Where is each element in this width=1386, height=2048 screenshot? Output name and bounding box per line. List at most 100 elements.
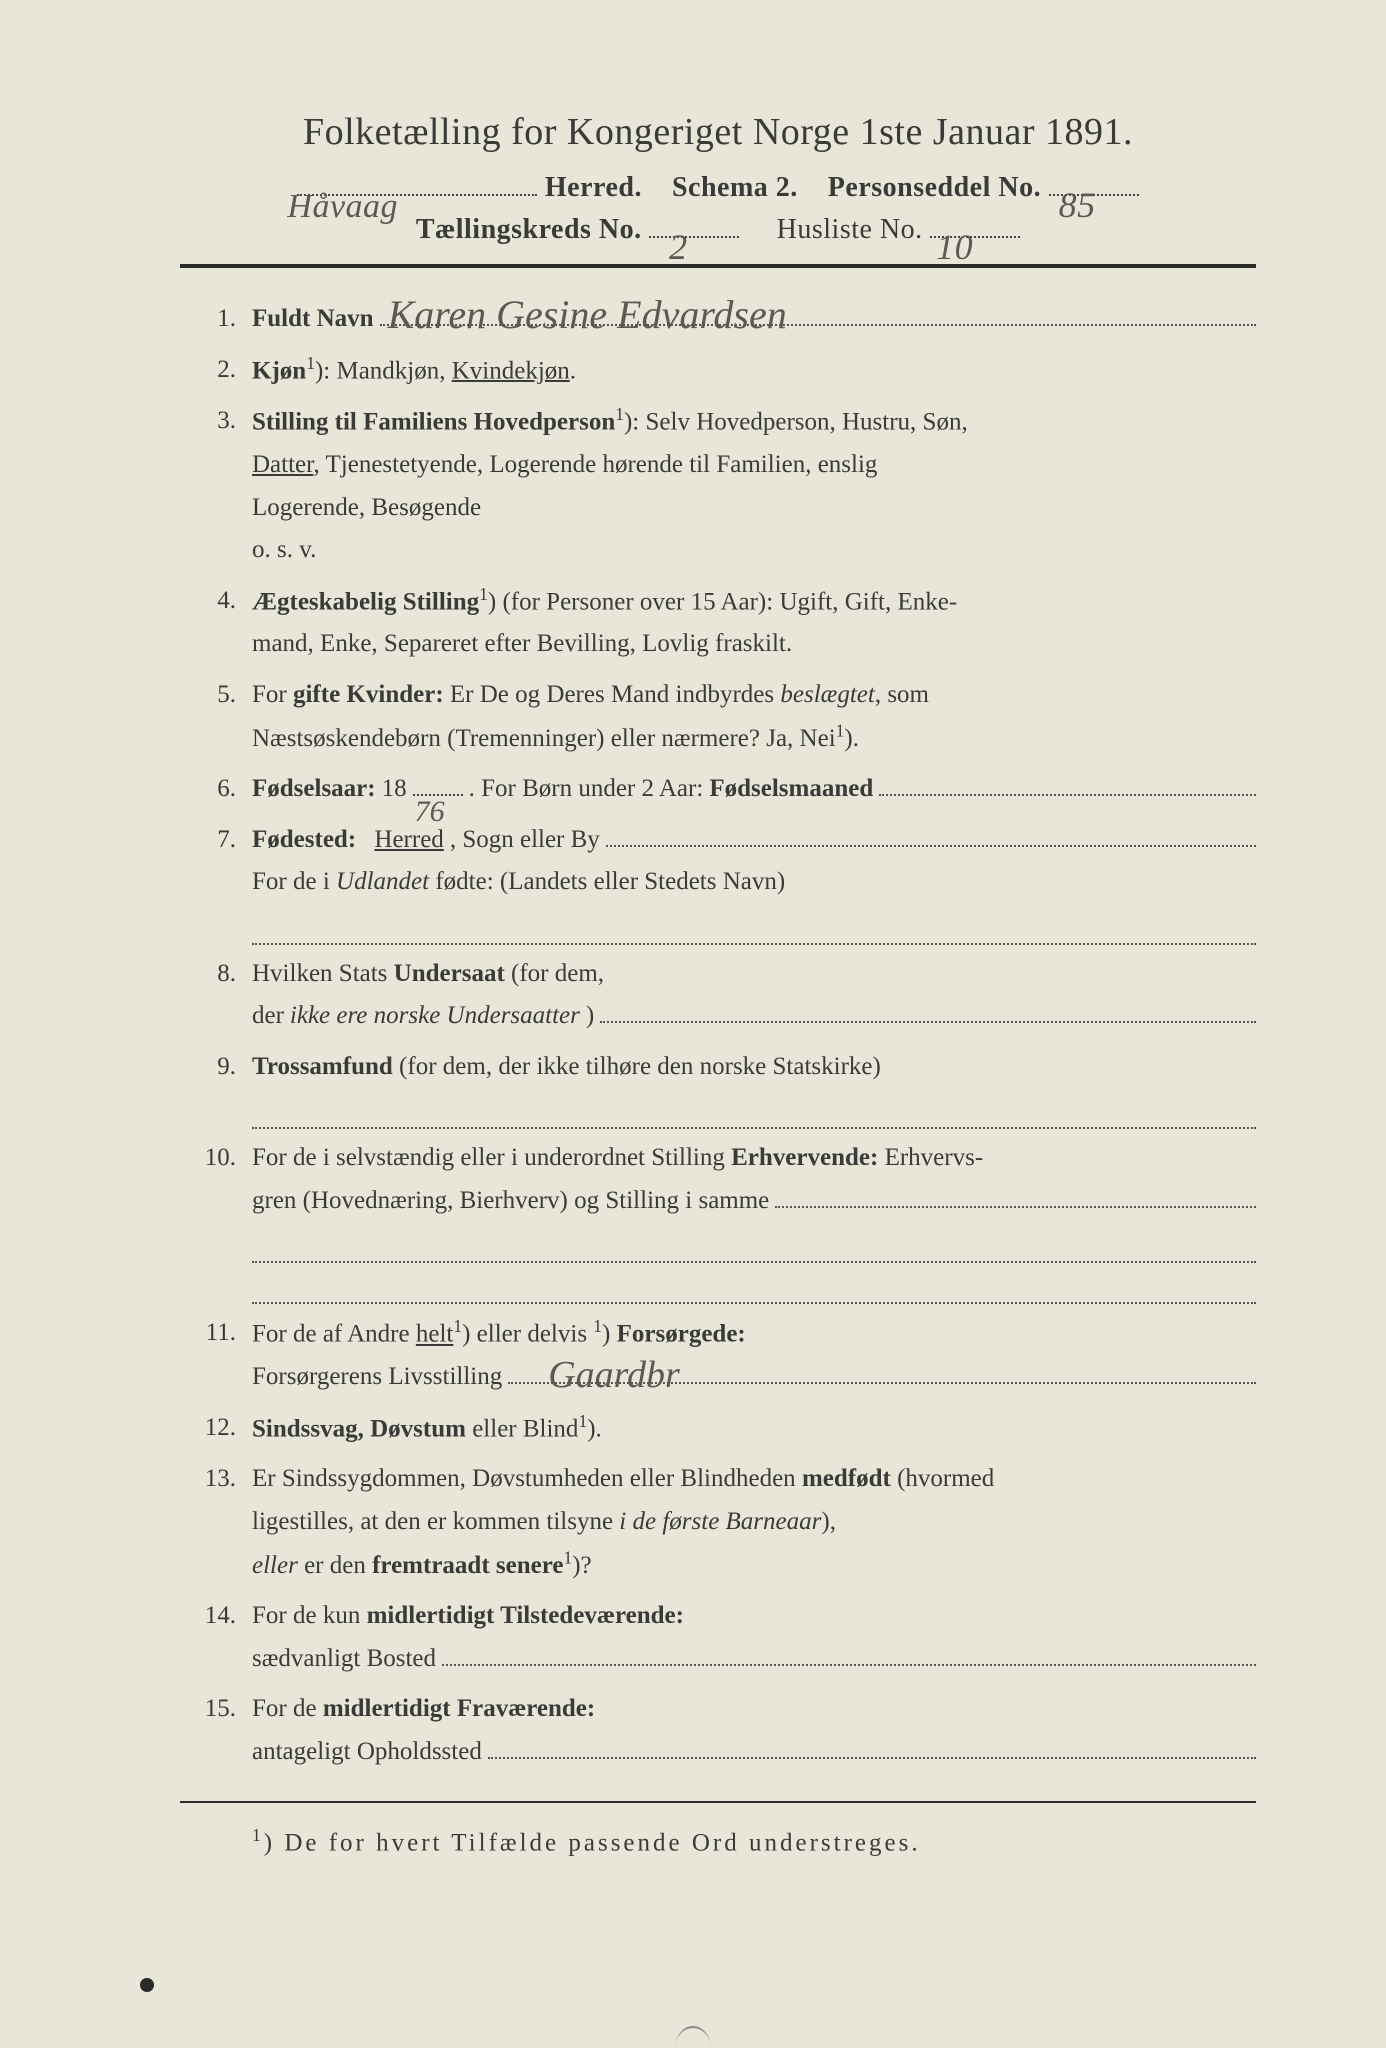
q15-label: midlertidigt Fraværende:	[323, 1695, 595, 1722]
q2-tail2: .	[570, 357, 576, 384]
footnote-text: ) De for hvert Tilfælde passende Ord und…	[264, 1830, 921, 1857]
q12-num: 12.	[180, 1407, 236, 1450]
schema-label: Schema 2.	[672, 172, 798, 203]
q5-label: gifte Kvinder:	[293, 681, 444, 708]
q12-label: Sindssvag, Døvstum	[252, 1415, 466, 1442]
q1-num: 1.	[180, 298, 236, 341]
q14: 14. For de kun midlertidigt Tilstedevære…	[180, 1595, 1256, 1680]
punch-mark-left	[140, 1978, 154, 1992]
q4-line1: ) (for Personer over 15 Aar): Ugift, Gif…	[488, 588, 957, 615]
personseddel-label: Personseddel No.	[828, 172, 1041, 203]
q4-line2: mand, Enke, Separeret efter Bevilling, L…	[252, 630, 792, 657]
q6-label: Fødselsaar:	[252, 768, 376, 811]
q9-tail: (for dem, der ikke tilhøre den norske St…	[393, 1053, 881, 1080]
q7-underlined: Herred	[374, 819, 443, 862]
q8-line2b: )	[586, 995, 594, 1038]
q3-line2b: , Tjenestetyende, Logerende hørende til …	[313, 451, 877, 478]
question-list: 1. Fuldt Navn Karen Gesine Edvardsen 2. …	[180, 298, 1256, 1773]
q11-value: Gaardbr	[548, 1343, 680, 1408]
q10-trail1	[775, 1180, 1256, 1208]
q3-line2a: Datter	[252, 451, 313, 478]
q6-year-field: 76	[413, 794, 463, 796]
q13-line2a: ligestilles, at den er kommen tilsyne	[252, 1508, 619, 1535]
q13-line3a: eller	[252, 1552, 298, 1579]
q13-b2: fremtraadt senere	[372, 1552, 563, 1579]
tear-mark	[675, 2026, 711, 2048]
census-form-page: Folketælling for Kongeriget Norge 1ste J…	[180, 110, 1256, 1858]
personseddel-no: 85	[1059, 184, 1096, 226]
q10-line1b: Erhvervs-	[878, 1144, 983, 1171]
q8-label: Undersaat	[394, 960, 505, 987]
q13-num: 13.	[180, 1458, 236, 1501]
footnote-sup: 1	[252, 1825, 264, 1845]
q5-line2b: ).	[844, 725, 859, 752]
q4-num: 4.	[180, 580, 236, 623]
q5-num: 5.	[180, 674, 236, 717]
herred-field: Håvaag	[297, 194, 537, 196]
q11-u1: helt	[416, 1321, 454, 1348]
q12: 12. Sindssvag, Døvstum eller Blind1).	[180, 1407, 1256, 1451]
q10-line2: gren (Hovednæring, Bierhverv) og Stillin…	[252, 1180, 769, 1223]
q4-sup: 1	[479, 584, 488, 604]
q7-label: Fødested:	[252, 819, 356, 862]
q1-field: Karen Gesine Edvardsen	[380, 299, 1256, 327]
q11-lead: For de af Andre	[252, 1321, 416, 1348]
q8-line2a: der	[252, 995, 284, 1038]
q11-sup1: 1	[453, 1316, 462, 1336]
q5-line1b: , som	[875, 681, 929, 708]
q11-num: 11.	[180, 1312, 236, 1355]
q10-dotted1	[252, 1228, 1256, 1263]
q3-line4: o. s. v.	[252, 536, 316, 563]
q7-num: 7.	[180, 819, 236, 862]
q7-trail	[606, 819, 1256, 847]
q8-line1b: (for dem,	[505, 960, 604, 987]
q7-dotted	[252, 910, 1256, 945]
q13-ital: i de første Barneaar	[619, 1508, 821, 1535]
q6-prefix: 18	[382, 768, 407, 811]
q12-tail: eller Blind	[466, 1415, 578, 1442]
q8-line1a: Hvilken Stats	[252, 960, 394, 987]
form-title: Folketælling for Kongeriget Norge 1ste J…	[180, 110, 1256, 154]
q7: 7. Fødested: Herred, Sogn eller By For d…	[180, 819, 1256, 945]
q2-num: 2.	[180, 349, 236, 392]
header-line-1: Håvaag Herred. Schema 2. Personseddel No…	[180, 172, 1256, 204]
q4-label: Ægteskabelig Stilling	[252, 588, 479, 615]
q2-sup: 1	[306, 353, 315, 373]
taellingskreds-field: 2	[649, 236, 739, 238]
q1: 1. Fuldt Navn Karen Gesine Edvardsen	[180, 298, 1256, 341]
q15-line2: antageligt Opholdssted	[252, 1731, 482, 1774]
q6-label2: Fødselsmaaned	[709, 768, 873, 811]
q7-ital: Udlandet	[336, 868, 429, 895]
q10-dotted2	[252, 1269, 1256, 1304]
q11-sup2: 1	[593, 1316, 602, 1336]
q3-num: 3.	[180, 400, 236, 443]
divider-top	[180, 264, 1256, 268]
q13-line3b: er den	[298, 1552, 372, 1579]
q9-num: 9.	[180, 1046, 236, 1089]
q15-trail	[488, 1731, 1256, 1759]
q15-num: 15.	[180, 1688, 236, 1731]
q8-num: 8.	[180, 953, 236, 996]
q14-line2: sædvanligt Bosted	[252, 1638, 436, 1681]
q2-tail: ): Mandkjøn,	[315, 357, 452, 384]
q15-lead: For de	[252, 1695, 323, 1722]
taellingskreds-label: Tællingskreds No.	[416, 214, 642, 245]
q13-line1b: (hvormed	[891, 1465, 994, 1492]
q14-lead: For de kun	[252, 1602, 367, 1629]
q6: 6. Fødselsaar: 1876 . For Børn under 2 A…	[180, 768, 1256, 811]
q8-ital: ikke ere norske Undersaatter	[290, 995, 580, 1038]
q10-label: Erhvervende:	[731, 1144, 878, 1171]
q13: 13. Er Sindssygdommen, Døvstumheden elle…	[180, 1458, 1256, 1587]
q10: 10. For de i selvstændig eller i underor…	[180, 1137, 1256, 1304]
q14-trail	[442, 1638, 1256, 1666]
q7-line2b: fødte: (Landets eller Stedets Navn)	[429, 868, 785, 895]
q14-num: 14.	[180, 1595, 236, 1638]
q4: 4. Ægteskabelig Stilling1) (for Personer…	[180, 580, 1256, 666]
q9-dotted	[252, 1094, 1256, 1129]
q3-sup: 1	[615, 404, 624, 424]
q13-line1a: Er Sindssygdommen, Døvstumheden eller Bl…	[252, 1465, 802, 1492]
husliste-label: Husliste No.	[777, 214, 923, 245]
q1-value: Karen Gesine Edvardsen	[388, 281, 787, 349]
q2: 2. Kjøn1): Mandkjøn, Kvindekjøn.	[180, 349, 1256, 393]
q3-line1: ): Selv Hovedperson, Hustru, Søn,	[624, 409, 968, 436]
